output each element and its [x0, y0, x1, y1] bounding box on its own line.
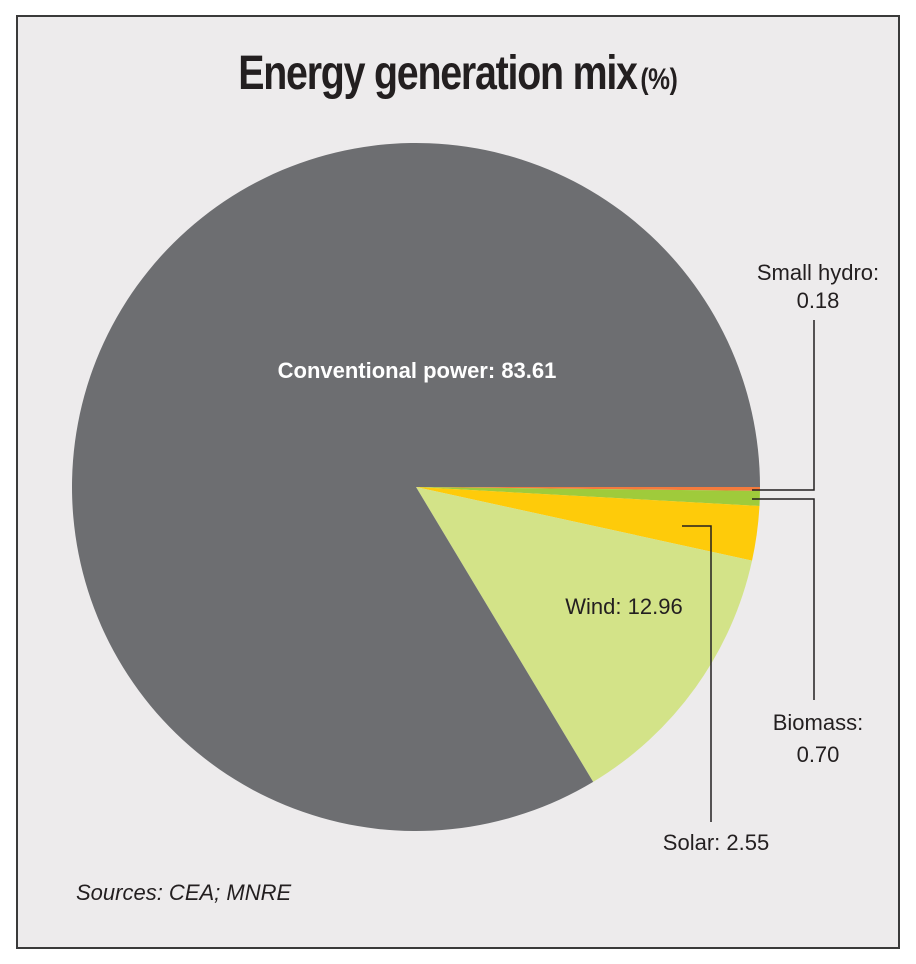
label-solar: Solar: 2.55: [663, 830, 769, 855]
label-small-hydro: Small hydro:: [757, 260, 879, 285]
pie-slice-conventional: [72, 142, 760, 831]
leader-line-biomass: [752, 498, 815, 700]
title-unit: (%): [640, 63, 678, 96]
pie-slice-biomass: [416, 487, 760, 507]
label-conventional: Conventional power: 83.61: [278, 358, 557, 383]
label-wind: Wind: 12.96: [565, 594, 682, 619]
pie-slice-small-hydro: [416, 487, 760, 491]
title-text: Energy generation mix: [238, 47, 638, 100]
source-note: Sources: CEA; MNRE: [76, 880, 292, 905]
value-biomass: 0.70: [797, 742, 840, 767]
label-biomass: Biomass:: [773, 710, 863, 735]
value-small-hydro: 0.18: [797, 288, 840, 313]
pie-slices: [72, 142, 760, 831]
leader-line-solar: [682, 525, 712, 822]
leader-line-small-hydro: [752, 320, 815, 491]
pie-slice-wind: [416, 487, 753, 782]
pie-slice-solar: [416, 487, 760, 561]
chart-title: Energy generation mix (%): [0, 46, 916, 101]
